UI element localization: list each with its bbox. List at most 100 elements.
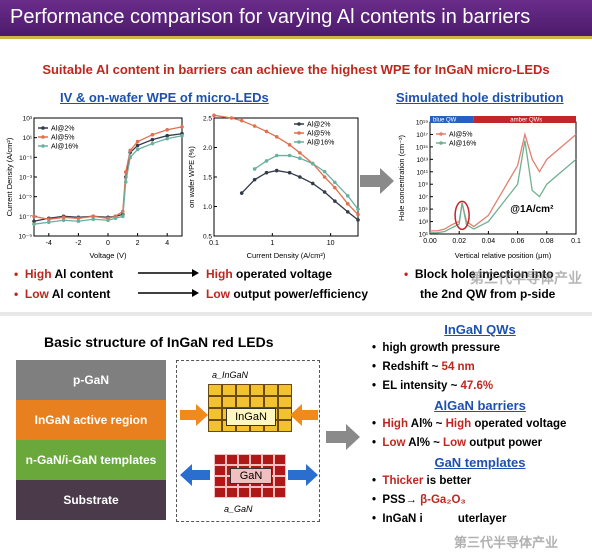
lattice-cell: [250, 487, 262, 498]
data-point: [322, 169, 327, 174]
right-section-title: Simulated hole distribution: [396, 90, 564, 105]
blue-qw-label: blue QW: [433, 118, 457, 124]
lattice-cell: [226, 487, 238, 498]
x-tick-label: 0.08: [540, 238, 554, 245]
data-point: [91, 214, 95, 219]
data-point: [356, 207, 360, 211]
x-tick-label: 0.00: [423, 238, 437, 245]
lattice-bottom-label: a_GaN: [224, 504, 253, 514]
data-point: [287, 170, 292, 175]
plot-frame: [429, 121, 577, 235]
data-point: [252, 167, 257, 171]
data-point: [113, 216, 118, 221]
y-tick-label: 10³: [23, 116, 33, 123]
bullet-arrows: [138, 269, 199, 297]
x-tick-label: -2: [75, 240, 81, 247]
data-point: [298, 156, 302, 161]
legend-marker: [41, 144, 45, 148]
watermark-bottom: 第三代半导体产业: [454, 535, 559, 550]
y-tick-label: 10⁻⁷: [19, 214, 33, 221]
ingan-label: InGaN: [226, 408, 276, 426]
amber-qw-label: amber QWs: [510, 118, 542, 124]
data-point: [310, 161, 315, 166]
data-point: [32, 219, 36, 224]
lattice-cell: [274, 465, 286, 476]
y-tick-label: 10¹: [419, 232, 429, 239]
lattice-cell: [238, 487, 250, 498]
x-axis-label: Voltage (V): [89, 251, 127, 260]
blue-arrow-left-icon: [180, 464, 210, 486]
layer-p-gan: p-GaN: [16, 360, 166, 400]
y-tick-label: 10¹⁹: [416, 120, 428, 127]
data-point: [106, 218, 110, 223]
data-point: [32, 222, 36, 226]
y-axis-label: on wafer WPE (%): [187, 146, 196, 208]
x-tick-label: 0.1: [209, 240, 219, 247]
legend-marker: [297, 122, 301, 126]
gray-arrow-2-icon: [326, 424, 360, 450]
data-point: [212, 113, 216, 118]
data-point: [274, 168, 279, 173]
data-point: [128, 148, 132, 153]
lattice-cell: [264, 396, 278, 408]
layer-templates: n-GaN/i-GaN templates: [16, 440, 166, 480]
data-point: [322, 175, 327, 179]
data-point: [333, 199, 337, 203]
slide-title: Performance comparison for varying Al co…: [10, 6, 531, 28]
legend-entry: Al@2%: [51, 126, 74, 133]
data-point: [252, 177, 257, 182]
data-point: [333, 185, 337, 190]
x-tick-label: 2: [136, 240, 140, 247]
lattice-cell: [208, 408, 222, 420]
x-tick-label: 10: [327, 240, 335, 247]
blue-arrow-right-icon: [288, 464, 318, 486]
legend-entry: Al@16%: [51, 144, 78, 151]
data-point: [239, 191, 244, 195]
y-tick-label: 2.0: [203, 145, 212, 152]
y-tick-label: 10¹⁷: [416, 132, 428, 139]
data-point: [180, 133, 184, 138]
data-point: [333, 180, 337, 185]
data-point: [128, 155, 132, 160]
data-point: [123, 170, 128, 174]
legend-entry: Al@16%: [449, 141, 476, 148]
hole-note: • Block hole injection into the 2nd QW f…: [404, 267, 556, 301]
wpe-chart: 0.1 1 10 2.5 2.0 1.5 1.0 0.5 Current Density (A/…: [187, 113, 360, 260]
lattice-cell: [274, 476, 286, 487]
legend-entry: Al@16%: [307, 140, 334, 147]
data-point: [180, 125, 184, 129]
y-tick-label: 10⁹: [418, 182, 428, 189]
legend-entry: Al@5%: [51, 135, 74, 142]
y-tick-label: 10⁷: [418, 194, 428, 201]
data-point: [298, 175, 302, 179]
lattice-cell: [208, 384, 222, 396]
x-tick-label: 0.1: [571, 238, 581, 245]
legend-marker: [439, 141, 443, 145]
y-tick-label: 10⁻⁹: [19, 234, 33, 241]
lattice-cell: [278, 420, 292, 432]
data-point: [310, 181, 315, 186]
data-point: [345, 210, 350, 214]
highlight-ellipse: [454, 200, 470, 231]
lattice-cell: [208, 396, 222, 408]
data-point: [47, 217, 51, 222]
data-point: [252, 124, 257, 128]
headline: Suitable Al content in barriers can achi…: [42, 62, 550, 77]
x-tick-label: 0.06: [511, 238, 525, 245]
data-point: [150, 137, 155, 142]
data-point: [274, 153, 279, 158]
left-bullets: • High Al content • Low Al content: [14, 264, 176, 304]
y-tick-label: 10³: [419, 219, 429, 226]
y-tick-label: 0.5: [203, 234, 212, 241]
orange-arrow-right-icon: [180, 404, 208, 426]
lattice-cell: [214, 476, 226, 487]
legend-marker: [41, 126, 45, 130]
series-line-1: [213, 114, 359, 215]
lattice-cell: [214, 487, 226, 498]
title-bar: Performance comparison for varying Al co…: [0, 0, 592, 39]
orange-arrow-left-icon: [290, 404, 318, 426]
data-point: [239, 118, 244, 123]
y-axis-label: Hole concentration (cm⁻³): [397, 134, 406, 221]
data-point: [61, 218, 66, 223]
data-point: [287, 143, 292, 147]
